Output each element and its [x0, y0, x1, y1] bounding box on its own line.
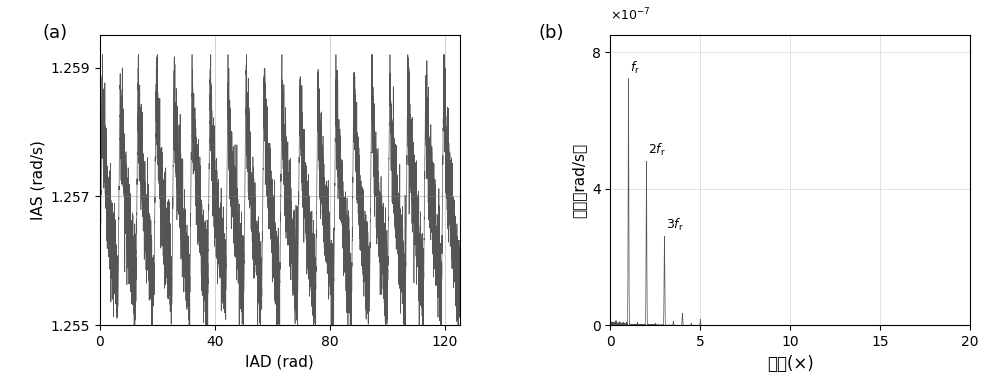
- X-axis label: IAD (rad): IAD (rad): [245, 355, 314, 370]
- Text: $2f_{\mathrm{r}}$: $2f_{\mathrm{r}}$: [648, 142, 666, 158]
- Text: (b): (b): [539, 24, 564, 42]
- Text: $3f_{\mathrm{r}}$: $3f_{\mathrm{r}}$: [666, 217, 684, 233]
- Text: (a): (a): [42, 24, 68, 42]
- Y-axis label: IAS (rad/s): IAS (rad/s): [30, 140, 45, 220]
- Text: $\times10^{-7}$: $\times10^{-7}$: [610, 7, 651, 24]
- Y-axis label: 幅値（rad/s）: 幅値（rad/s）: [571, 143, 586, 218]
- Text: $f_{\mathrm{r}}$: $f_{\mathrm{r}}$: [630, 60, 640, 76]
- X-axis label: 阶次(×): 阶次(×): [767, 355, 814, 373]
